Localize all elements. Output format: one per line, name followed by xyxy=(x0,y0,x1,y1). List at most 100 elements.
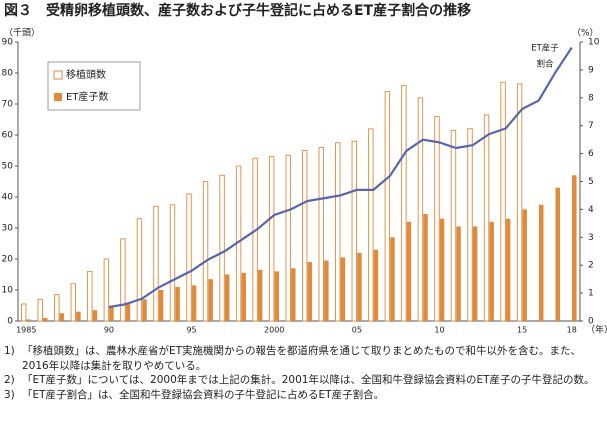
bar xyxy=(307,262,313,321)
bar xyxy=(351,140,358,322)
y-tick-label: 40 xyxy=(2,193,14,203)
bar xyxy=(516,83,523,322)
chart-title: 図３ 受精卵移植頭数、産子数および子牛登記に占めるET産子割合の推移 xyxy=(4,2,471,19)
bar xyxy=(483,114,490,322)
bar xyxy=(109,305,114,321)
x-axis-label: （年） xyxy=(586,324,607,336)
bar xyxy=(26,319,32,321)
x-tick-label: 2000 xyxy=(264,326,284,335)
bar xyxy=(384,91,391,322)
bar xyxy=(153,205,159,322)
y2-tick-label: 3 xyxy=(588,233,594,243)
bar xyxy=(120,238,126,322)
y2-tick-label: 8 xyxy=(588,93,594,103)
bar xyxy=(142,299,147,321)
bar xyxy=(208,279,213,321)
bar xyxy=(186,193,192,322)
note: 3) 「ET産子割合」は、全国和牛登録協会資料の子牛登記に占めるET産子割合。 xyxy=(4,388,602,403)
bar xyxy=(555,187,561,321)
line xyxy=(108,46,573,309)
y2-axis-label: （%） xyxy=(572,28,599,39)
y-tick-label: 60 xyxy=(2,131,14,141)
note: 1) 「移植頭数」は、農林水産省がET実施機関からの報告を都道府県を通じて取りまと… xyxy=(4,344,602,373)
x-tick-label: 15 xyxy=(517,326,527,335)
y2-tick-label: 0 xyxy=(588,317,594,327)
bar xyxy=(467,128,473,322)
bar xyxy=(456,226,461,321)
y2-tick-label: 2 xyxy=(588,261,594,271)
x-tick-label: 05 xyxy=(352,326,362,335)
bar xyxy=(219,174,225,322)
y-tick-label: 90 xyxy=(2,38,14,48)
bar xyxy=(43,317,48,321)
legend-swatch xyxy=(53,70,63,80)
y2-tick-label: 7 xyxy=(588,121,594,131)
note-num: 3) xyxy=(4,388,15,401)
y-tick-label: 70 xyxy=(2,100,14,110)
bar xyxy=(302,150,308,322)
note-num: 1) xyxy=(4,345,15,357)
bar xyxy=(54,294,60,322)
bar xyxy=(202,181,209,322)
y-tick-label: 30 xyxy=(2,224,14,234)
bar xyxy=(434,115,440,322)
bar xyxy=(241,272,246,321)
bar xyxy=(191,285,197,321)
bar xyxy=(357,252,362,321)
y2-tick-label: 9 xyxy=(588,65,594,75)
x-tick-label: 18 xyxy=(567,326,577,335)
bar xyxy=(500,81,506,322)
chart: 図３ 受精卵移植頭数、産子数および子牛登記に占めるET産子割合の推移 （千頭） … xyxy=(2,2,607,336)
bar xyxy=(37,298,43,322)
y2-tick-label: 10 xyxy=(588,38,600,48)
bar xyxy=(252,157,258,322)
y2-tick-label: 4 xyxy=(588,205,594,215)
bar xyxy=(472,226,478,321)
bar xyxy=(340,257,346,321)
legend-label: ET産子数 xyxy=(66,90,108,103)
bar xyxy=(406,221,412,321)
bar xyxy=(224,274,230,321)
y2-tick-label: 1 xyxy=(588,289,594,299)
y2-tick-label: 5 xyxy=(588,177,594,187)
bar xyxy=(324,260,329,321)
bar xyxy=(522,209,527,321)
x-tick-label: 95 xyxy=(186,326,196,335)
line-annotation: ET産子 xyxy=(531,43,559,54)
bar xyxy=(125,302,131,321)
y-axis-label: （千頭） xyxy=(4,28,40,39)
bar xyxy=(169,204,176,322)
bar xyxy=(505,218,511,321)
bar xyxy=(268,156,275,322)
bar xyxy=(318,146,324,322)
bar xyxy=(59,313,65,321)
note: 2) 「ET産子数」については、2000年までは上記の集計。2001年以降は、全国… xyxy=(4,373,602,388)
bar xyxy=(70,283,77,322)
bar xyxy=(572,175,577,321)
y-tick-label: 0 xyxy=(7,317,13,327)
bar xyxy=(87,270,93,322)
bar xyxy=(373,249,379,321)
bar xyxy=(401,84,407,322)
notes: 1) 「移植頭数」は、農林水産省がET実施機関からの報告を都道府県を通じて取りまと… xyxy=(4,344,602,402)
bar xyxy=(158,290,164,321)
bar xyxy=(417,97,424,322)
bar xyxy=(21,303,27,322)
bar xyxy=(439,218,445,321)
y2-tick-label: 6 xyxy=(588,149,594,159)
x-tick-label: 1985 xyxy=(16,326,36,335)
y-tick-label: 20 xyxy=(2,255,14,265)
legend-swatch xyxy=(54,93,62,101)
bar xyxy=(423,214,428,321)
y-tick-label: 10 xyxy=(2,286,14,296)
bar xyxy=(257,269,263,321)
bar xyxy=(390,237,395,321)
bar xyxy=(103,258,110,322)
bar xyxy=(92,310,98,321)
bar xyxy=(76,311,81,321)
bar xyxy=(335,142,341,322)
bar xyxy=(274,271,280,321)
note-text: 「ET産子数」については、2000年までは上記の集計。2001年以降は、全国和牛… xyxy=(22,374,595,386)
y-tick-label: 50 xyxy=(2,162,14,172)
